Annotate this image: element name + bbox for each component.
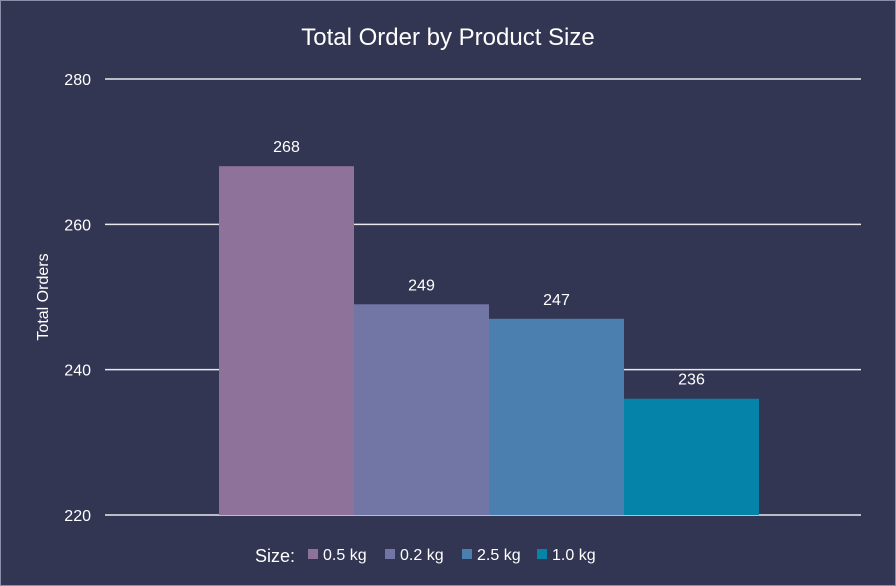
bar <box>219 166 354 515</box>
legend-swatch <box>537 549 547 559</box>
y-tick-label: 220 <box>64 508 91 525</box>
y-axis-label: Total Orders <box>35 253 52 340</box>
data-label: 236 <box>678 372 705 389</box>
legend-entry: 0.2 kg <box>400 547 444 564</box>
legend-swatch <box>462 549 472 559</box>
chart-title: Total Order by Product Size <box>301 24 594 51</box>
legend-entry: 2.5 kg <box>477 547 521 564</box>
bar <box>489 318 624 515</box>
data-label: 268 <box>273 139 300 156</box>
legend-swatch <box>308 549 318 559</box>
data-labels: 268 249 247 236 <box>273 139 705 389</box>
y-tick-label: 240 <box>64 363 91 380</box>
bar <box>354 304 489 515</box>
y-tick-label: 260 <box>64 217 91 234</box>
bars <box>219 166 759 515</box>
legend-entry: 1.0 kg <box>552 547 596 564</box>
y-tick-label: 280 <box>64 72 91 89</box>
data-label: 249 <box>408 277 435 294</box>
y-axis-ticks: 220 240 260 280 <box>64 72 91 525</box>
legend: Size: 0.5 kg 0.2 kg 2.5 kg 1.0 kg <box>255 546 596 566</box>
legend-title: Size: <box>255 546 295 566</box>
data-label: 247 <box>543 292 570 309</box>
legend-entry: 0.5 kg <box>323 547 367 564</box>
bar <box>624 398 759 515</box>
legend-swatch <box>385 549 395 559</box>
